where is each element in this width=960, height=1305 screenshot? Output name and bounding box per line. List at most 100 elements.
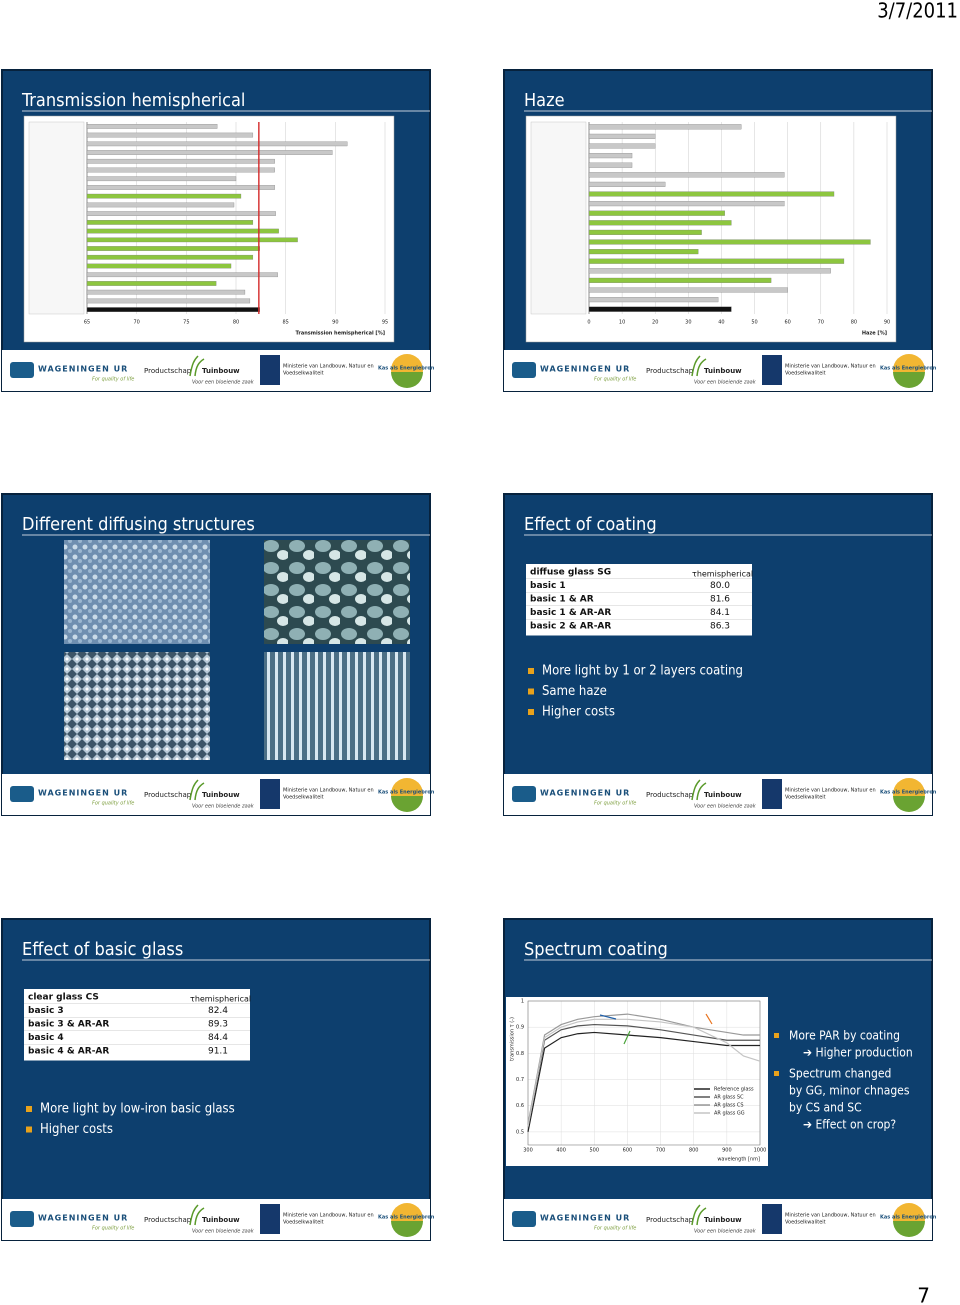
x-tick-label: 300 xyxy=(523,1147,533,1153)
footer-ministerie-2: Voedselkwaliteit xyxy=(785,795,826,801)
bar xyxy=(86,246,260,251)
slide: Transmission hemispherical 65 70 75 80 85 90 95… xyxy=(1,69,435,392)
x-tick-label: 75 xyxy=(183,320,189,326)
wur-logo-mark xyxy=(10,1211,34,1227)
x-tick-label: 65 xyxy=(84,320,90,326)
wur-logo-mark xyxy=(512,786,536,802)
footer-wur-tagline: For quality of life xyxy=(594,377,636,383)
bullet-marker xyxy=(528,709,534,715)
footer-ministerie-1: Ministerie van Landbouw, Natuur en xyxy=(785,1213,876,1219)
tuinbouw-logo xyxy=(691,355,707,377)
footer-tuinbouw: Tuinbouw xyxy=(704,1216,742,1224)
bullet-marker xyxy=(26,1126,32,1133)
bar xyxy=(588,239,871,245)
x-tick-label: 400 xyxy=(556,1147,566,1153)
footer-kas: Kas als Energiebron xyxy=(378,1215,435,1221)
table-cell: basic 1 & AR-AR xyxy=(530,608,611,618)
tuinbouw-logo xyxy=(189,355,205,377)
bar xyxy=(588,124,742,130)
bar xyxy=(86,141,348,147)
wur-logo-mark xyxy=(10,362,34,378)
x-axis-label: Haze [%] xyxy=(862,331,887,337)
footer-ministerie-1: Ministerie van Landbouw, Natuur en xyxy=(283,788,374,794)
bullet-text: by GG, minor chnages xyxy=(789,1084,910,1098)
bullet-marker xyxy=(26,1106,32,1112)
y-tick-label: 0.7 xyxy=(516,1077,524,1083)
x-tick-label: 1000 xyxy=(754,1147,767,1153)
bullet-text: ➔ Higher production xyxy=(803,1046,913,1060)
annotation-arrow xyxy=(599,1014,617,1020)
table-cell: basic 3 & AR-AR xyxy=(28,1020,109,1030)
footer-ministerie-2: Voedselkwaliteit xyxy=(283,795,324,801)
legend-label: AR glass SC xyxy=(714,1095,744,1101)
tuinbouw-logo xyxy=(189,779,205,801)
footer-productschap: Productschap xyxy=(144,791,192,799)
tuinbouw-logo xyxy=(189,1204,205,1226)
x-tick-label: 85 xyxy=(282,320,288,326)
footer-kas: Kas als Energiebron xyxy=(378,790,435,796)
footer-tuinbouw: Tuinbouw xyxy=(202,1216,240,1224)
table-cell: 86.3 xyxy=(710,622,730,632)
footer-ministerie-1: Ministerie van Landbouw, Natuur en xyxy=(283,364,374,370)
bullet-text: More light by low-iron basic glass xyxy=(40,1102,235,1117)
bullet-text: Higher costs xyxy=(542,705,615,720)
footer-tuinbouw-tagline: Voor een bloeiende zaak xyxy=(694,804,757,810)
y-axis-label: transmission τ (-) xyxy=(510,1017,516,1061)
footer-kas: Kas als Energiebron xyxy=(880,1215,937,1221)
table-header: diffuse glass SG xyxy=(530,568,611,578)
footer-productschap: Productschap xyxy=(646,1216,694,1224)
bullet-text: Same haze xyxy=(542,684,607,699)
kas-logo-leaf xyxy=(893,1221,925,1237)
table-bg xyxy=(526,564,752,636)
table-cell: 82.4 xyxy=(208,1006,228,1016)
tuinbouw-logo xyxy=(691,779,707,801)
footer-tuinbouw-tagline: Voor een bloeiende zaak xyxy=(192,1229,255,1235)
bullet-text: Higher costs xyxy=(40,1122,113,1137)
x-tick-label: 900 xyxy=(722,1147,732,1153)
ministerie-logo xyxy=(260,355,280,385)
bar xyxy=(588,249,699,255)
bar xyxy=(86,202,235,208)
x-tick-label: 90 xyxy=(884,320,890,326)
bullet-text: More light by 1 or 2 layers coating xyxy=(542,664,743,679)
footer-wur-tagline: For quality of life xyxy=(594,801,636,807)
ministerie-logo xyxy=(762,779,782,809)
footer-kas: Kas als Energiebron xyxy=(880,790,937,796)
legend-label: AR glass GG xyxy=(714,1111,745,1117)
bar xyxy=(588,297,719,303)
table-bg xyxy=(24,989,250,1061)
bar xyxy=(86,150,333,155)
footer-tuinbouw-tagline: Voor een bloeiende zaak xyxy=(694,1229,757,1235)
bar xyxy=(588,277,772,283)
bar xyxy=(588,133,656,139)
footer-productschap: Productschap xyxy=(646,367,694,375)
bar xyxy=(86,185,275,190)
x-tick-label: 60 xyxy=(784,320,790,326)
kas-logo-leaf xyxy=(391,372,423,388)
x-axis-label: Transmission hemispherical [%] xyxy=(296,331,386,337)
x-tick-label: 70 xyxy=(818,320,824,326)
kas-logo-leaf xyxy=(893,796,925,812)
legend-label: Reference glass xyxy=(714,1087,754,1093)
x-tick-label: 30 xyxy=(685,320,691,326)
x-tick-label: 70 xyxy=(133,320,139,326)
page-number: 7 xyxy=(917,1284,930,1305)
footer-wur: WAGENINGEN UR xyxy=(540,1214,630,1223)
slide-bg xyxy=(503,493,933,816)
table-cell: basic 3 xyxy=(28,1006,64,1016)
footer-productschap: Productschap xyxy=(646,791,694,799)
footer-wur: WAGENINGEN UR xyxy=(38,789,128,798)
footer-band xyxy=(504,1199,932,1240)
wur-logo-mark xyxy=(512,1211,536,1227)
footer-wur-tagline: For quality of life xyxy=(92,377,134,383)
x-axis-label: wavelength [nm] xyxy=(717,1156,760,1162)
x-tick-label: 10 xyxy=(619,320,625,326)
series-line xyxy=(527,1031,760,1133)
label-column xyxy=(28,121,85,315)
slide-bg xyxy=(1,918,431,1241)
table-header: τhemispherical xyxy=(692,570,753,579)
bar xyxy=(86,167,275,173)
table-cell: 91.1 xyxy=(208,1047,228,1057)
footer-wur: WAGENINGEN UR xyxy=(38,365,128,374)
